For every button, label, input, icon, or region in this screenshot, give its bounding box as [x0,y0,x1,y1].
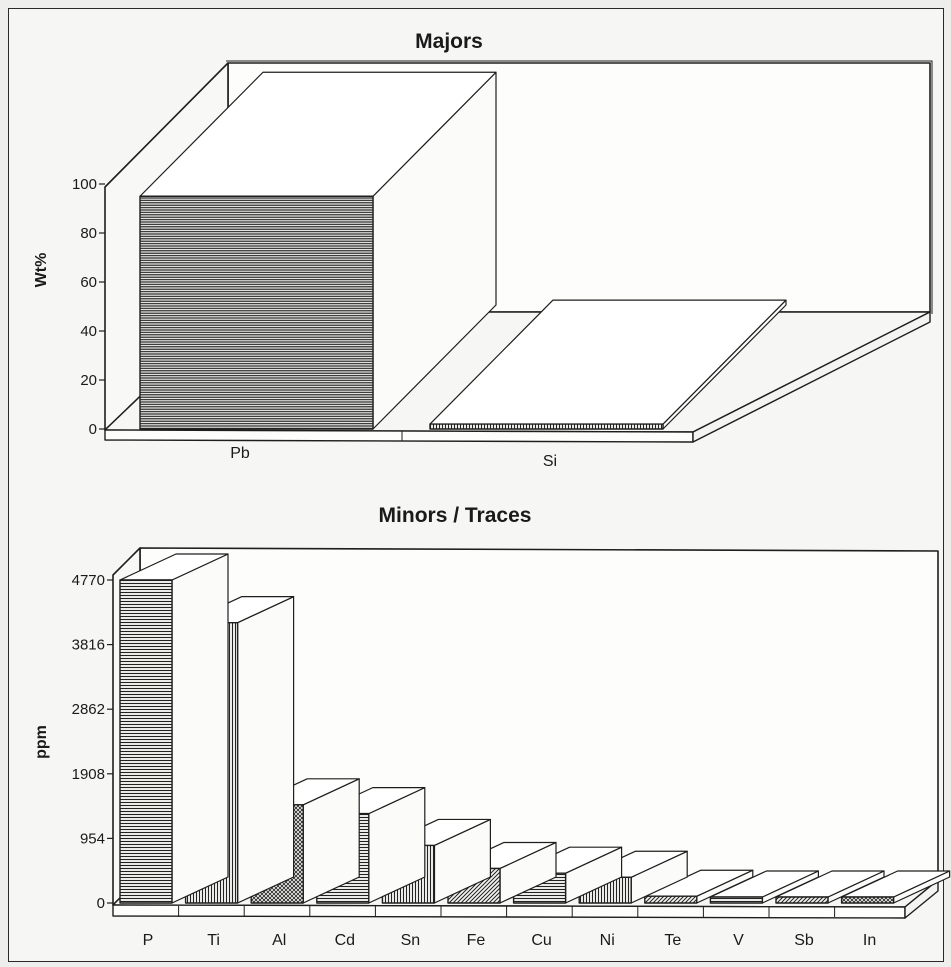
chart1-y-tick-5: 100 [72,176,97,193]
chart2-y-tick-4: 3816 [72,637,105,654]
chart2-category-label-v: V [733,932,744,949]
chart2-y-axis-label: ppm [33,725,50,759]
chart-shapes [99,60,951,919]
chart2-y-tick-2: 1908 [72,766,105,783]
chart1-y-axis-label: Wt% [33,253,50,288]
chart2-floor-side [904,879,939,919]
chart2-category-label-ni: Ni [600,932,615,949]
chart2-bar-sb [775,896,829,904]
chart1-y-tick-2: 40 [80,323,97,340]
chart1-bar-si [429,423,664,430]
chart2-category-label-in: In [863,932,876,949]
chart2-category-label-al: Al [272,932,286,949]
chart1-floor-side [692,311,931,443]
chart2-category-label-te: Te [664,932,681,949]
chart2-category-label-sb: Sb [794,932,814,949]
chart2-category-label-cd: Cd [335,932,355,949]
chart1-y-tick-1: 20 [80,372,97,389]
chart2-category-label-ti: Ti [207,932,220,949]
chart2-y-tick-3: 2862 [72,701,105,718]
chart2-bar-v [709,896,764,904]
chart2-bar-te [644,895,698,904]
chart2-y-tick-1: 954 [80,830,105,847]
chart1-y-tick-4: 80 [80,225,97,242]
chart2-y-tick-5: 4770 [72,572,105,589]
chart2-bar-ti-side [237,596,295,904]
chart2-y-tick-0: 0 [97,895,105,912]
chart1-title: Majors [415,30,483,53]
chart1-bar-pb [139,195,374,430]
chart1-y-tick-3: 60 [80,274,97,291]
chart2-floor-front [112,904,906,919]
chart1-floor-front [104,429,694,443]
chart2-bar-p-side [171,553,229,904]
chart1-category-label-pb: Pb [230,445,250,462]
chart2-category-label-cu: Cu [531,932,551,949]
chart2-bar-p [119,579,173,904]
chart1-y-tick-0: 0 [89,421,97,438]
chart2-category-label-p: P [143,932,154,949]
chart2-title: Minors / Traces [379,504,532,527]
chart2-category-label-fe: Fe [467,932,486,949]
chart1-category-label-si: Si [543,453,557,470]
chart1-back-wall-edge [226,60,933,314]
chart2-bar-in [840,896,895,904]
chart2-category-label-sn: Sn [401,932,421,949]
